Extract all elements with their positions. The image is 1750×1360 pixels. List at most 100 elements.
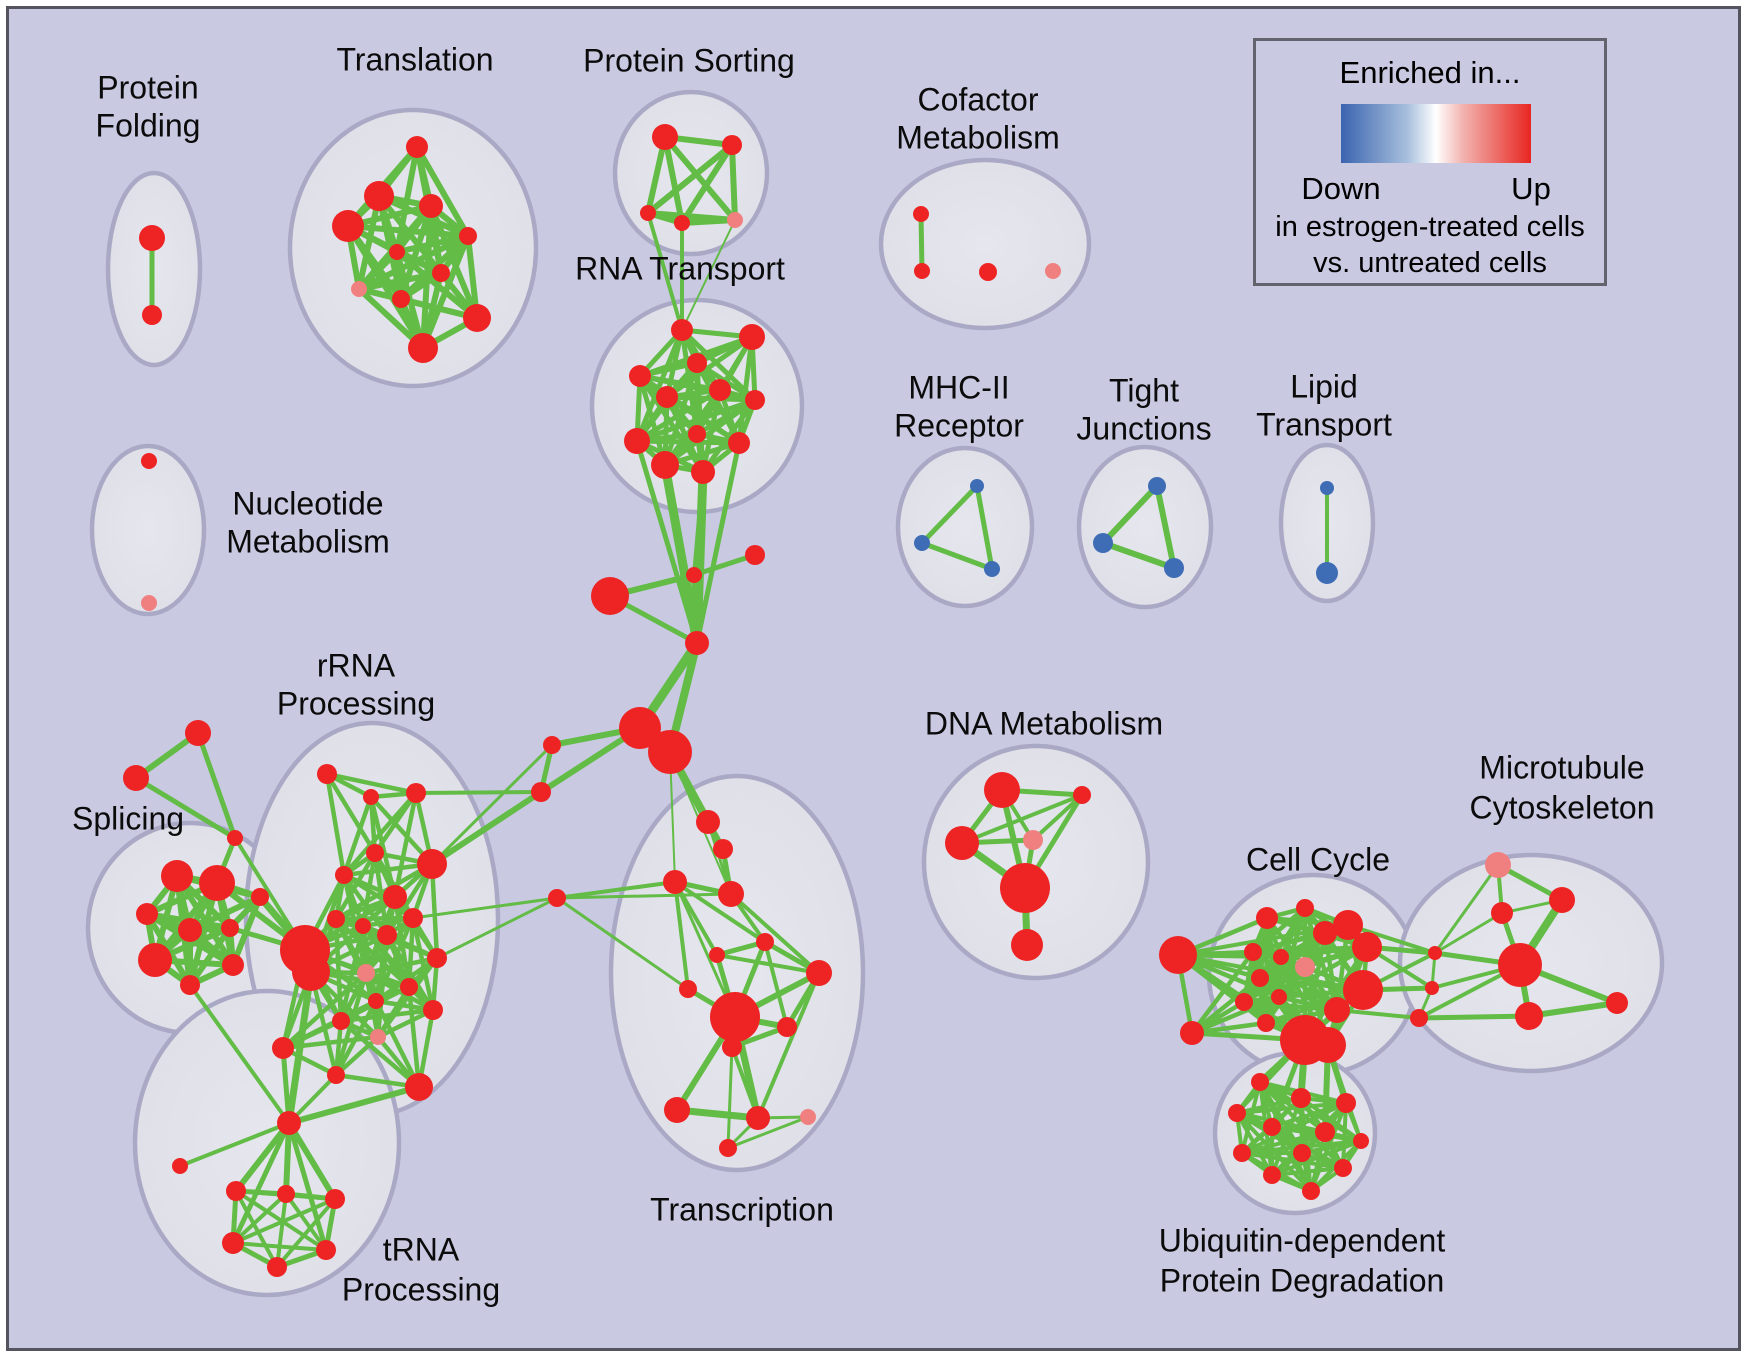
- rna-transport-node: [629, 365, 651, 387]
- trna-processing-edge: [284, 1192, 328, 1252]
- microtubule-cytoskeleton-edge: [1416, 1013, 1532, 1021]
- lipid-transport-node: [1320, 481, 1334, 495]
- microtubule-cytoskeleton-edge: [1433, 911, 1504, 955]
- transcription-node: [800, 1109, 816, 1125]
- mhc-ii-receptor-node: [970, 479, 984, 493]
- transcription-node: [713, 839, 733, 859]
- connectors-edge: [691, 552, 758, 578]
- translation-node: [364, 181, 394, 211]
- rna-transport-edge: [634, 438, 742, 446]
- tight-junctions-ellipse: [1076, 444, 1214, 610]
- link-edge: [1346, 923, 1437, 955]
- transcription-node: [709, 947, 725, 963]
- trna-processing-edge: [230, 1120, 292, 1246]
- trna-processing-node: [222, 1232, 244, 1254]
- splicing-node: [161, 860, 193, 892]
- transcription-node: [663, 870, 687, 894]
- ubiquitin-degradation-node: [1353, 1133, 1369, 1149]
- mhc-ii-receptor-edge: [919, 540, 995, 572]
- tight-junctions-node: [1093, 533, 1113, 553]
- transcription-node: [710, 992, 760, 1042]
- link-edge: [1335, 1008, 1421, 1020]
- protein-sorting-edge: [679, 217, 738, 226]
- connectors-node: [591, 577, 629, 615]
- ubiquitin-degradation-node: [1302, 1182, 1320, 1200]
- transcription-node: [756, 933, 774, 951]
- transcription-node: [696, 810, 720, 834]
- ubiquitin-degradation-node: [1336, 1093, 1356, 1113]
- splicing-triangle-node: [123, 765, 149, 791]
- transcription-edge: [715, 953, 821, 975]
- rrna-processing-edge: [392, 790, 419, 900]
- rrna-processing-node: [427, 948, 447, 968]
- trna-processing-node: [277, 1111, 301, 1135]
- tight-junctions-edge: [1154, 483, 1177, 571]
- transcription-edge: [763, 940, 789, 1029]
- nucleotide-metabolism-label: Metabolism: [226, 523, 390, 559]
- dna-metabolism-node: [1023, 830, 1043, 850]
- ubiquitin-degradation-node: [1334, 1159, 1352, 1177]
- protein-sorting-node: [640, 205, 656, 221]
- translation-node: [459, 227, 477, 245]
- link-edge: [694, 440, 742, 646]
- connectors-node: [543, 736, 561, 754]
- splicing-node: [138, 943, 172, 977]
- transcription-label: Transcription: [650, 1191, 834, 1227]
- splicing-triangle-edge: [133, 775, 238, 841]
- tight-junctions-edge: [1100, 483, 1160, 546]
- network-edges: [133, 134, 1620, 1270]
- rna-transport-edge: [679, 327, 758, 403]
- dna-metabolism-edge: [960, 793, 1084, 845]
- link-edge: [435, 896, 559, 960]
- rrna-processing-label: rRNA: [317, 647, 396, 683]
- cell-cycle-node: [1273, 949, 1289, 965]
- network-nodes: [123, 124, 1628, 1277]
- microtubule-cytoskeleton-node: [1485, 852, 1511, 878]
- rrna-processing-node: [405, 1073, 433, 1101]
- ubiquitin-degradation-edge: [1270, 1166, 1345, 1177]
- rna-transport-node: [624, 428, 650, 454]
- cell-cycle-edge: [1176, 945, 1369, 957]
- ubiquitin-degradation-node: [1263, 1166, 1281, 1184]
- link-edge: [681, 219, 736, 331]
- link-edge: [555, 880, 677, 900]
- tight-junctions-label: Junctions: [1076, 410, 1211, 446]
- transcription-node: [806, 960, 832, 986]
- cell-cycle-edge: [1250, 930, 1328, 955]
- trna-processing-edge: [286, 1120, 338, 1202]
- rrna-processing-edge: [333, 916, 344, 1024]
- protein-sorting-label: Protein Sorting: [583, 42, 795, 78]
- rrna-processing-node: [327, 1066, 345, 1084]
- cofactor-metabolism-label: Metabolism: [896, 119, 1060, 155]
- mhc-ii-receptor-node: [914, 535, 930, 551]
- trna-processing-node: [277, 1185, 295, 1203]
- translation-edge: [345, 223, 426, 351]
- mhc-ii-receptor-edge: [974, 483, 995, 572]
- ubiquitin-degradation-edge: [1309, 1130, 1327, 1193]
- rna-transport-node: [728, 432, 750, 454]
- transcription-edge: [673, 880, 767, 944]
- link-edge: [285, 968, 315, 1127]
- transcription-edge: [726, 1045, 734, 1150]
- translation-edge: [428, 203, 480, 321]
- cell-cycle-node: [1256, 907, 1278, 929]
- rna-transport-edge: [634, 327, 685, 444]
- connectors-node: [686, 567, 702, 583]
- translation-node: [332, 210, 364, 242]
- rna-transport-node: [651, 451, 679, 479]
- protein-folding-label: Protein: [97, 69, 198, 105]
- rrna-processing-label: Processing: [277, 685, 435, 721]
- rna-transport-node: [656, 386, 678, 408]
- trna-processing-edge: [233, 1120, 292, 1194]
- trna-processing-edge: [178, 1121, 291, 1168]
- splicing-edge: [187, 894, 263, 933]
- transcription-edge: [726, 1115, 810, 1150]
- rna-transport-node: [709, 379, 731, 401]
- rrna-processing-edge: [375, 1007, 436, 1040]
- tight-junctions-label: Tight: [1109, 372, 1179, 408]
- cofactor-metabolism-node: [1045, 263, 1061, 279]
- link-edge: [555, 892, 733, 900]
- link-edge: [692, 470, 705, 577]
